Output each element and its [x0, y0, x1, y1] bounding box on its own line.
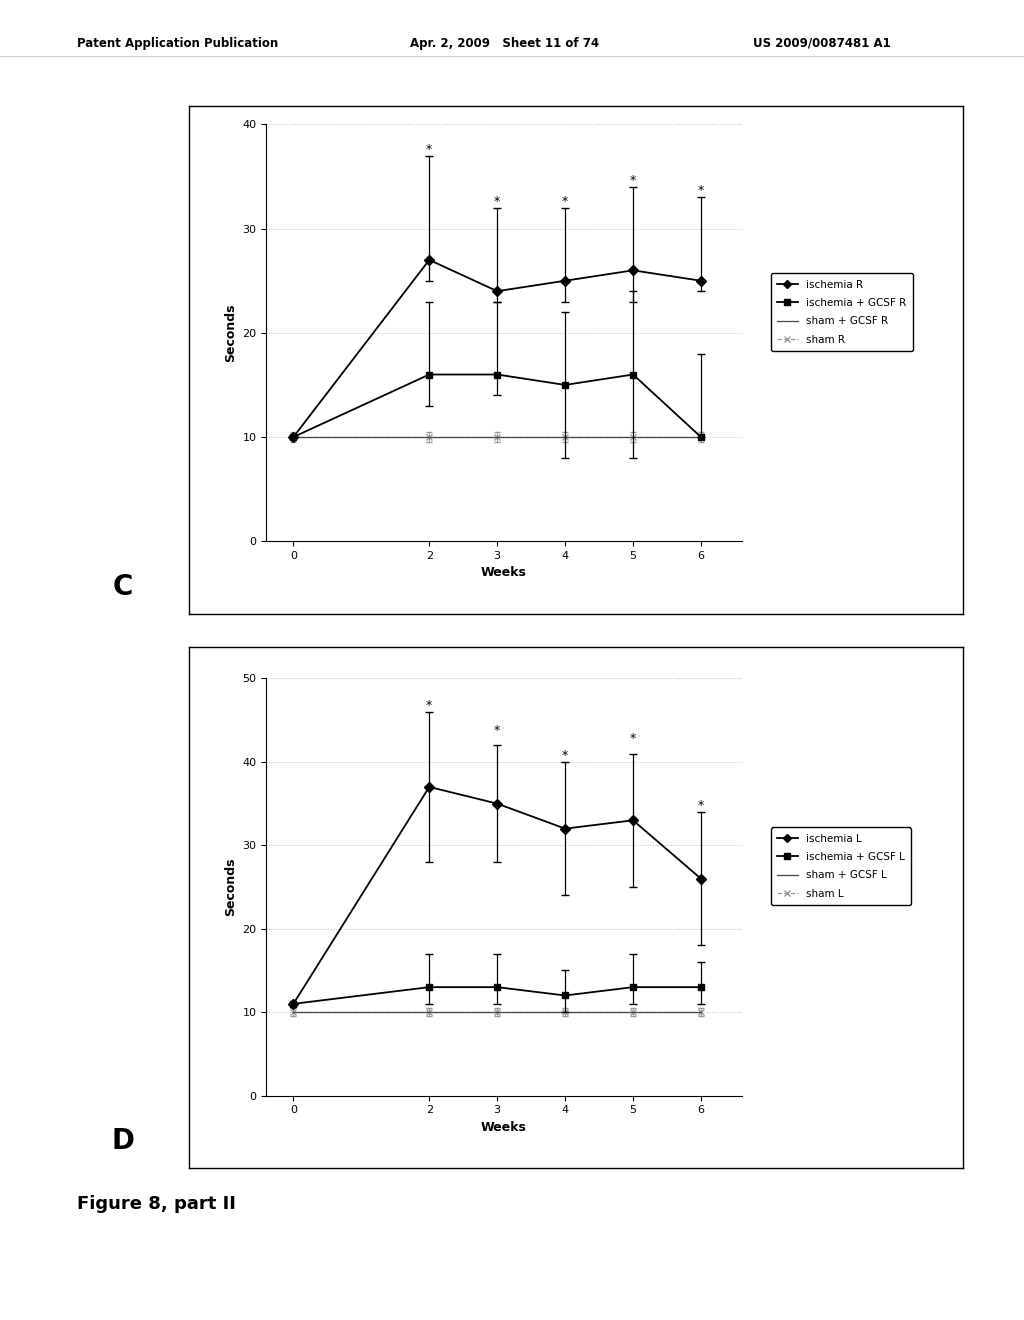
Text: *: *	[494, 195, 501, 207]
Y-axis label: Seconds: Seconds	[224, 858, 237, 916]
Text: *: *	[426, 143, 432, 156]
Text: Apr. 2, 2009   Sheet 11 of 74: Apr. 2, 2009 Sheet 11 of 74	[410, 37, 599, 50]
Text: *: *	[697, 185, 705, 198]
Text: *: *	[562, 195, 568, 207]
Text: D: D	[112, 1127, 134, 1155]
Text: *: *	[630, 174, 636, 187]
Text: *: *	[426, 698, 432, 711]
Text: *: *	[630, 733, 636, 746]
X-axis label: Weeks: Weeks	[481, 566, 527, 579]
X-axis label: Weeks: Weeks	[481, 1121, 527, 1134]
Text: *: *	[562, 748, 568, 762]
Text: US 2009/0087481 A1: US 2009/0087481 A1	[753, 37, 891, 50]
Text: Figure 8, part II: Figure 8, part II	[77, 1195, 236, 1213]
Text: C: C	[113, 573, 133, 601]
Text: *: *	[494, 723, 501, 737]
Legend: ischemia L, ischemia + GCSF L, sham + GCSF L, sham L: ischemia L, ischemia + GCSF L, sham + GC…	[771, 828, 911, 906]
Text: Patent Application Publication: Patent Application Publication	[77, 37, 279, 50]
Y-axis label: Seconds: Seconds	[224, 304, 237, 362]
Legend: ischemia R, ischemia + GCSF R, sham + GCSF R, sham R: ischemia R, ischemia + GCSF R, sham + GC…	[771, 273, 912, 351]
Text: *: *	[697, 799, 705, 812]
